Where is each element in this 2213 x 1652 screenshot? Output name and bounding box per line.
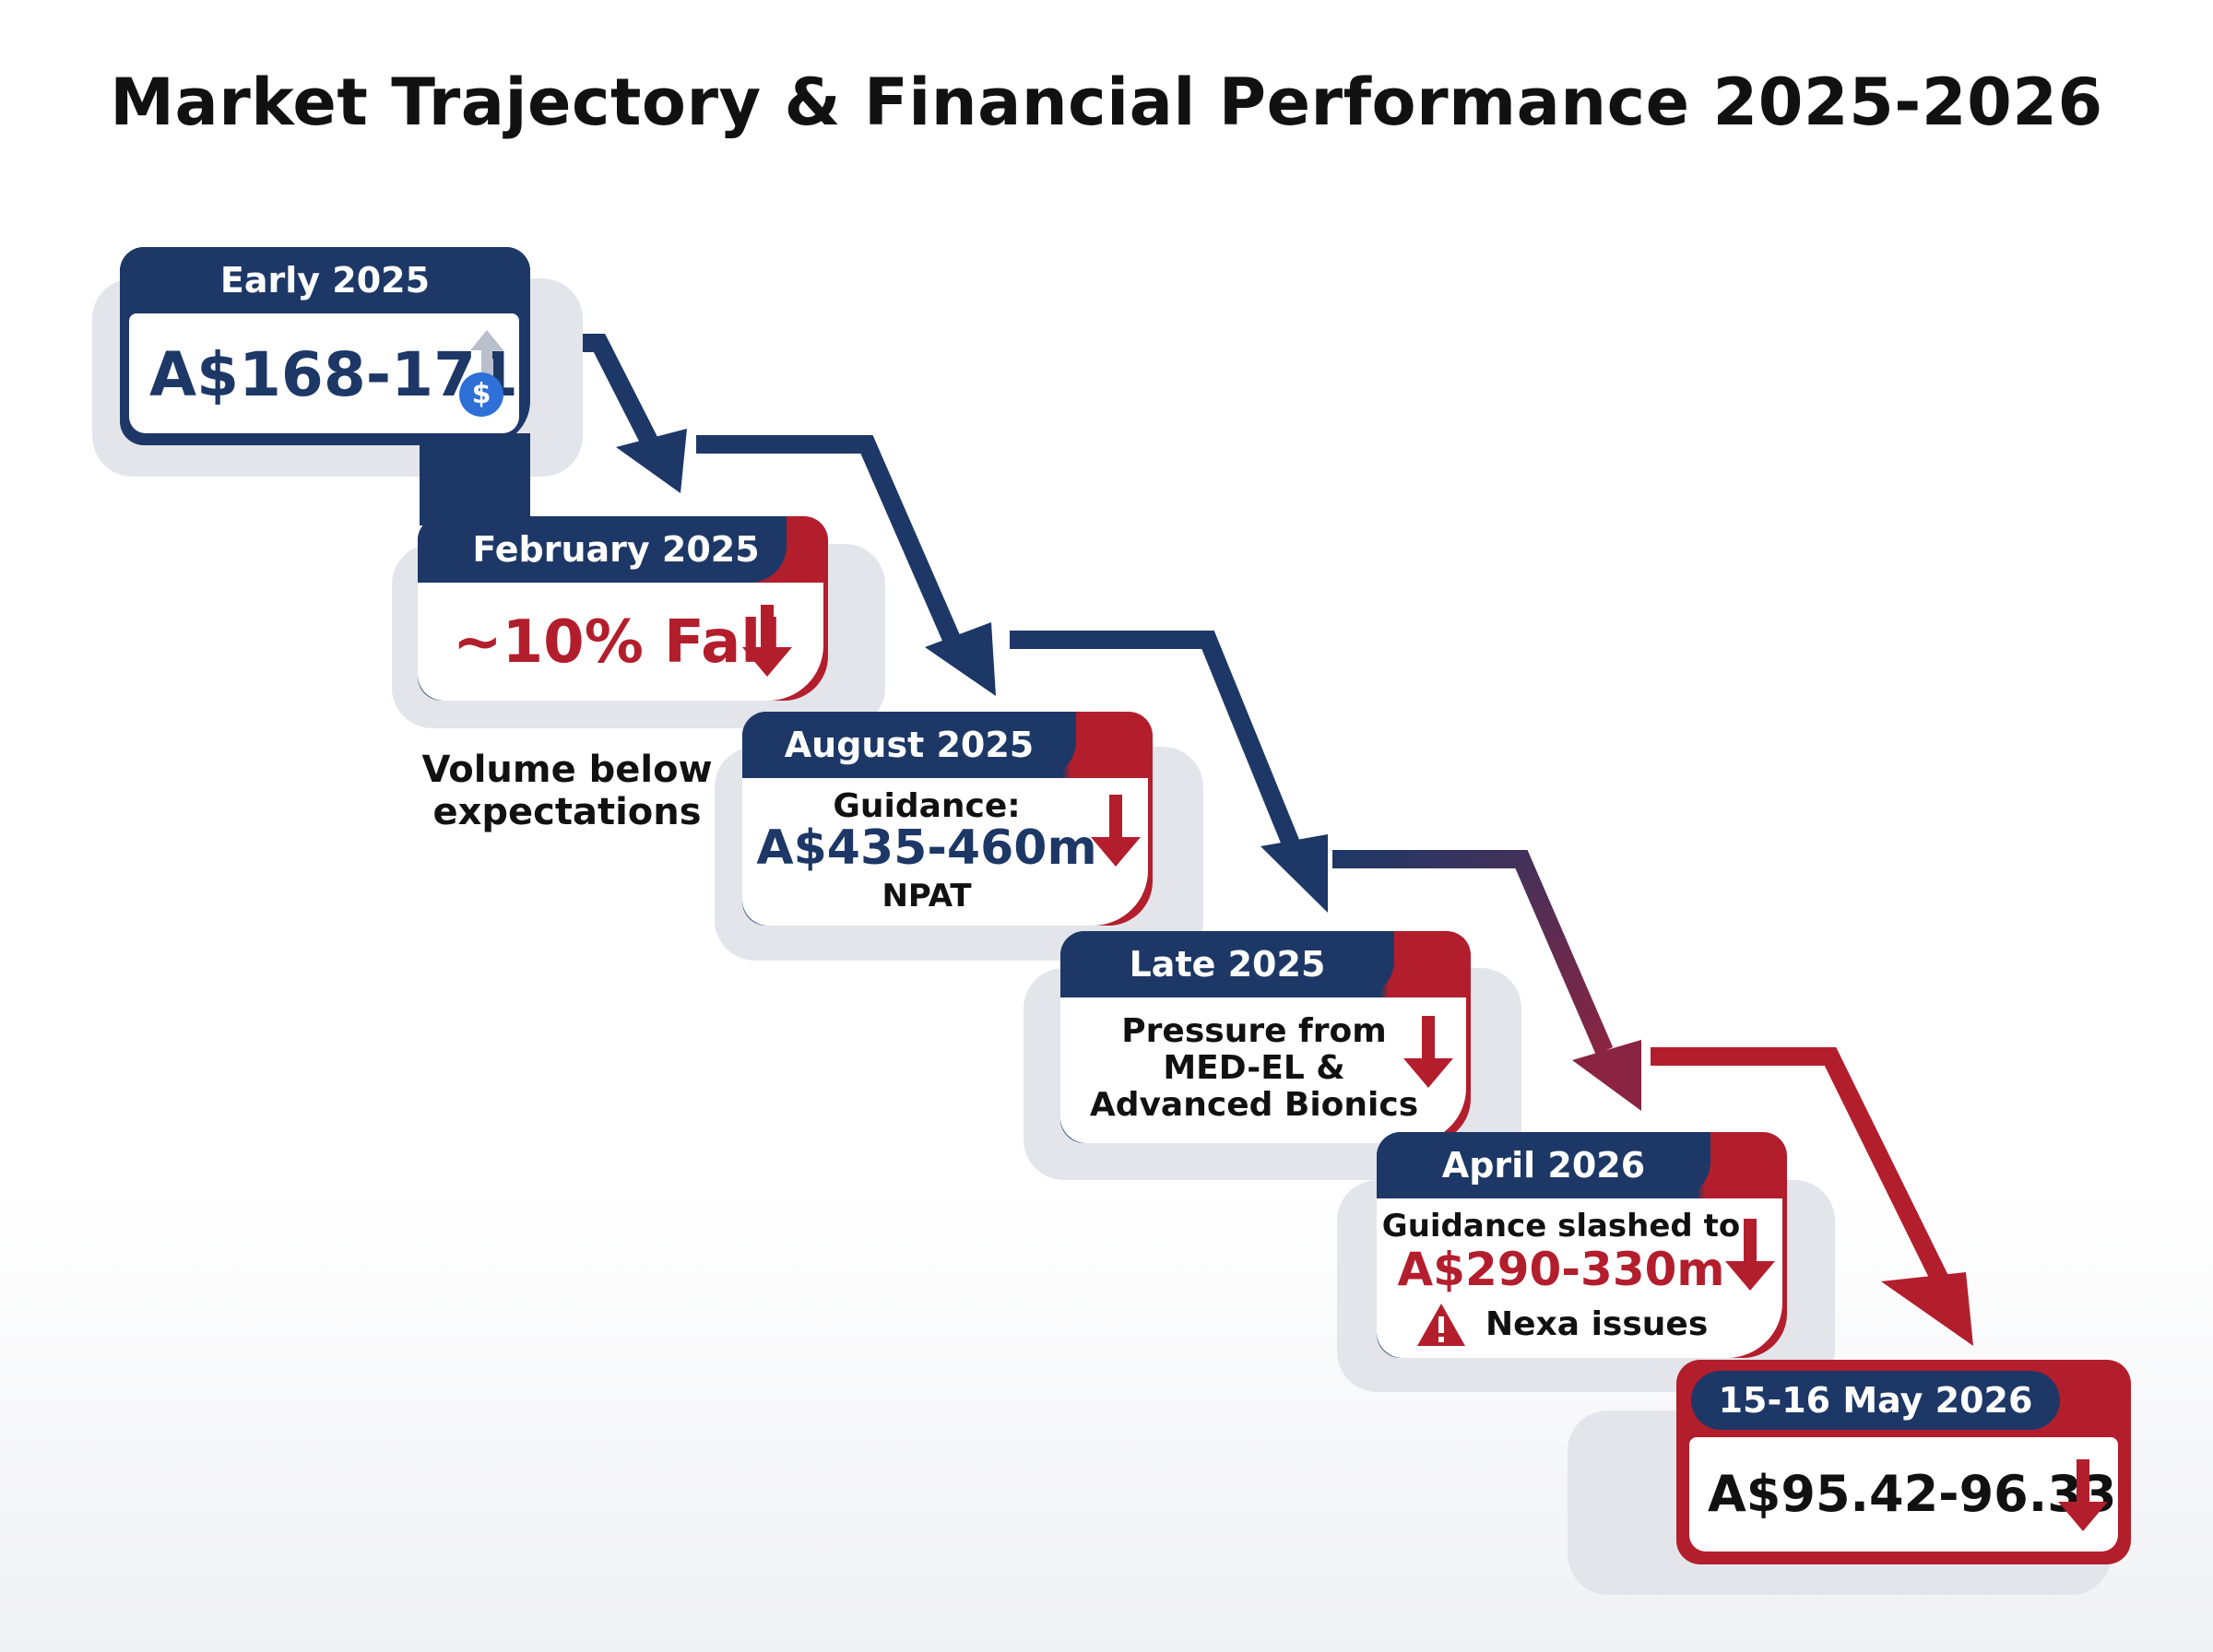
card-body: A$95.42-96.33 [1689, 1437, 2118, 1552]
arrowhead-2 [925, 622, 996, 696]
guidance-metric: NPAT [882, 878, 972, 914]
decline-value: ~10% Fall [453, 608, 782, 677]
arrowhead-5 [1881, 1272, 1973, 1346]
pressure-line-2: MED-EL & [1163, 1049, 1345, 1087]
down-arrow-icon [1091, 795, 1141, 867]
volume-note: Volume below expectations [421, 749, 713, 833]
timeline-card-february-2025: February 2025 ~10% Fall [418, 516, 828, 701]
connector-arrow-2 [696, 435, 964, 649]
card-body: Guidance: A$435-460m NPAT [742, 778, 1148, 926]
dollar-coin-icon: $ [459, 372, 503, 417]
card-period: 15-16 May 2026 [1691, 1371, 2060, 1430]
guidance-label: Guidance: [833, 787, 1021, 825]
card-body: ~10% Fall [418, 583, 823, 701]
share-price-value: A$168-171 [149, 339, 518, 410]
warning-icon [1417, 1304, 1465, 1346]
card-connector [420, 433, 530, 525]
up-arrow-icon [470, 330, 503, 378]
pressure-line-3: Advanced Bionics [1089, 1086, 1419, 1124]
card-body: Guidance slashed to A$290-330m Nexa issu… [1377, 1198, 1782, 1358]
card-body: Pressure from MED-EL & Advanced Bionics [1060, 997, 1466, 1143]
card-period: August 2025 [742, 712, 1076, 778]
down-arrow-icon [1403, 1016, 1453, 1088]
guidance-cut-label: Guidance slashed to [1381, 1208, 1741, 1245]
guidance-cut-value: A$290-330m [1397, 1243, 1725, 1296]
down-arrow-icon [1725, 1219, 1775, 1291]
card-period: April 2026 [1377, 1132, 1710, 1198]
down-arrow-icon [2058, 1459, 2108, 1531]
card-period: Late 2025 [1060, 931, 1394, 997]
connector-arrow-5 [1651, 1047, 1949, 1286]
arrowhead-4 [1572, 1040, 1641, 1111]
card-period: Early 2025 [120, 247, 530, 313]
pressure-line-1: Pressure from [1121, 1012, 1387, 1050]
timeline-card-early-2025: Early 2025 A$168-171 $ [120, 247, 530, 445]
connector-arrow-3 [1010, 631, 1300, 847]
card-body: A$168-171 $ [129, 313, 519, 433]
down-arrow-icon [742, 605, 792, 677]
card-period: February 2025 [418, 516, 787, 583]
timeline-card-late-2025: Late 2025 Pressure from MED-EL & Advance… [1060, 931, 1471, 1143]
page-title: Market Trajectory & Financial Performanc… [110, 65, 2103, 140]
timeline-card-may-2026: 15-16 May 2026 A$95.42-96.33 [1676, 1360, 2131, 1564]
arrowhead-3 [1260, 834, 1328, 913]
timeline-card-april-2026: April 2026 Guidance slashed to A$290-330… [1377, 1132, 1787, 1358]
guidance-value: A$435-460m [756, 820, 1097, 876]
connector-arrow-4 [1332, 850, 1614, 1055]
timeline-card-august-2025: August 2025 Guidance: A$435-460m NPAT [742, 712, 1153, 926]
arrowhead-1 [616, 429, 687, 493]
share-price-value: A$95.42-96.33 [1708, 1465, 2117, 1523]
nexa-issue-note: Nexa issues [1485, 1305, 1709, 1343]
